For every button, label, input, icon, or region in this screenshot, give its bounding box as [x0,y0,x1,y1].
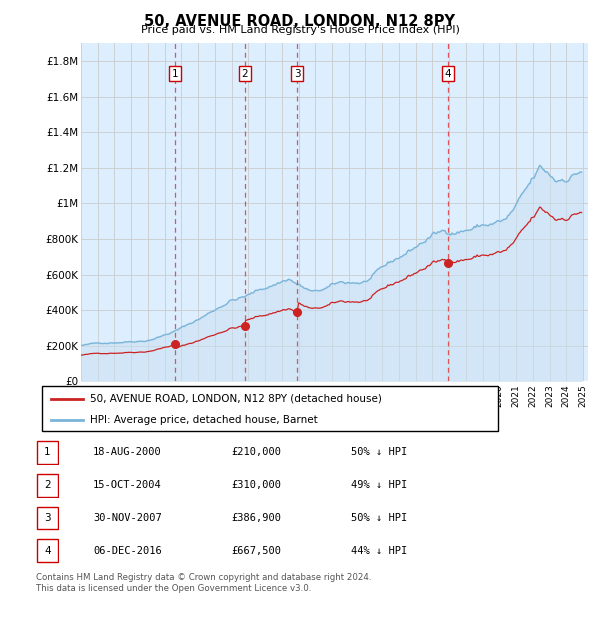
Text: 15-OCT-2004: 15-OCT-2004 [93,480,162,490]
Text: 4: 4 [445,69,451,79]
Text: £386,900: £386,900 [231,513,281,523]
Text: 50, AVENUE ROAD, LONDON, N12 8PY (detached house): 50, AVENUE ROAD, LONDON, N12 8PY (detach… [90,394,382,404]
Text: £667,500: £667,500 [231,546,281,556]
Text: 4: 4 [44,546,51,556]
Text: HPI: Average price, detached house, Barnet: HPI: Average price, detached house, Barn… [90,415,317,425]
Text: 1: 1 [44,447,51,458]
Text: 2: 2 [242,69,248,79]
Text: 3: 3 [44,513,51,523]
Text: 30-NOV-2007: 30-NOV-2007 [93,513,162,523]
Text: 3: 3 [294,69,301,79]
Text: 2: 2 [44,480,51,490]
Text: 50, AVENUE ROAD, LONDON, N12 8PY: 50, AVENUE ROAD, LONDON, N12 8PY [145,14,455,29]
Text: 50% ↓ HPI: 50% ↓ HPI [351,513,407,523]
Text: 44% ↓ HPI: 44% ↓ HPI [351,546,407,556]
Text: £210,000: £210,000 [231,447,281,458]
Text: Contains HM Land Registry data © Crown copyright and database right 2024.
This d: Contains HM Land Registry data © Crown c… [36,574,371,593]
Text: Price paid vs. HM Land Registry's House Price Index (HPI): Price paid vs. HM Land Registry's House … [140,25,460,35]
Text: £310,000: £310,000 [231,480,281,490]
Text: 1: 1 [172,69,179,79]
Text: 18-AUG-2000: 18-AUG-2000 [93,447,162,458]
Text: 50% ↓ HPI: 50% ↓ HPI [351,447,407,458]
Text: 49% ↓ HPI: 49% ↓ HPI [351,480,407,490]
Text: 06-DEC-2016: 06-DEC-2016 [93,546,162,556]
